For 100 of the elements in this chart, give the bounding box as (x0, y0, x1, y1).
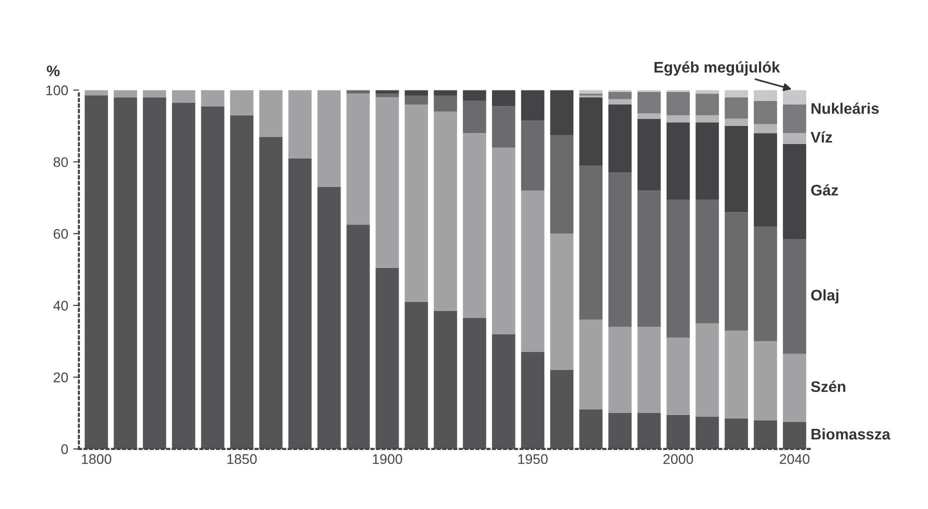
bar (550, 90, 574, 135)
y-tick-label: 100 (46, 85, 68, 96)
bar (550, 134, 574, 234)
bar (696, 323, 719, 417)
bar (724, 118, 748, 126)
bar (142, 97, 166, 449)
bar (579, 320, 603, 410)
bar (142, 90, 166, 98)
bar (376, 94, 399, 98)
bar (666, 122, 690, 200)
bar (637, 92, 661, 114)
bar (724, 212, 748, 331)
bar (579, 165, 603, 320)
bar (696, 115, 719, 122)
bar (696, 200, 719, 324)
bar (114, 90, 138, 98)
y-tick-label: 60 (54, 228, 68, 239)
bar (521, 190, 544, 352)
bar (666, 115, 690, 122)
bar (434, 310, 458, 449)
bar (637, 413, 661, 449)
bar (579, 97, 603, 166)
bar (754, 341, 778, 420)
bar (782, 239, 806, 354)
bar (637, 326, 661, 414)
bar (724, 330, 748, 418)
bar (434, 95, 458, 112)
bar (608, 92, 632, 100)
bar (754, 420, 778, 449)
series-label: Biomassza (812, 428, 890, 440)
bar (492, 148, 516, 334)
bar (754, 100, 778, 124)
bar (288, 90, 312, 158)
bar (724, 90, 748, 98)
bar (666, 92, 690, 116)
y-tick-label: 80 (54, 157, 68, 168)
x-tick-label: 2000 (663, 454, 694, 464)
y-axis-title: % (46, 66, 60, 76)
bar (550, 234, 574, 370)
bar (608, 326, 632, 414)
bar (782, 354, 806, 422)
bar (462, 133, 486, 318)
bar (492, 90, 516, 106)
bar (84, 95, 108, 449)
series-label: Gáz (811, 184, 838, 196)
bar (782, 144, 806, 240)
series-label: Nukleáris (812, 102, 879, 114)
bar (696, 416, 719, 449)
bar (230, 115, 254, 449)
bar (521, 120, 544, 191)
bar (404, 104, 428, 302)
series-label: Egyéb megújulók (654, 61, 780, 76)
bar (84, 90, 108, 96)
bar (724, 126, 748, 212)
bar (782, 133, 806, 144)
bar (346, 94, 370, 225)
bar (696, 94, 719, 116)
bar (317, 90, 341, 187)
bar (666, 338, 690, 415)
x-tick-label: 1950 (518, 454, 548, 464)
bar (346, 224, 370, 449)
bar (782, 90, 806, 104)
bar (404, 95, 428, 104)
bar (754, 226, 778, 342)
bar (608, 99, 632, 104)
bar (404, 302, 428, 449)
bar (782, 422, 806, 449)
bar (434, 112, 458, 311)
bar (172, 102, 196, 449)
y-tick-label: 0 (61, 444, 68, 454)
bar (114, 97, 138, 449)
x-tick-label: 1900 (372, 454, 402, 464)
bar (462, 318, 486, 449)
bar (201, 106, 224, 449)
bar (754, 124, 778, 134)
bar (259, 136, 283, 449)
bar (376, 97, 399, 268)
bar (434, 90, 458, 96)
bar (579, 409, 603, 449)
bar (637, 118, 661, 191)
bar (754, 90, 778, 101)
bar (201, 90, 224, 106)
bar (376, 268, 399, 449)
bar (754, 133, 778, 226)
series-label: Olaj (811, 289, 838, 304)
bar (608, 413, 632, 449)
x-tick-label: 1800 (82, 454, 112, 464)
bar (637, 113, 661, 119)
bar (288, 158, 312, 449)
series-label: Víz (810, 131, 832, 142)
bar (666, 414, 690, 449)
y-tick-label: 40 (53, 300, 68, 311)
bar (462, 90, 486, 101)
bar (637, 190, 661, 327)
bar (492, 106, 516, 148)
bar (521, 90, 544, 121)
bar (521, 352, 544, 449)
bar (492, 334, 516, 449)
series-label: Szén (810, 380, 846, 392)
bar (724, 97, 748, 119)
